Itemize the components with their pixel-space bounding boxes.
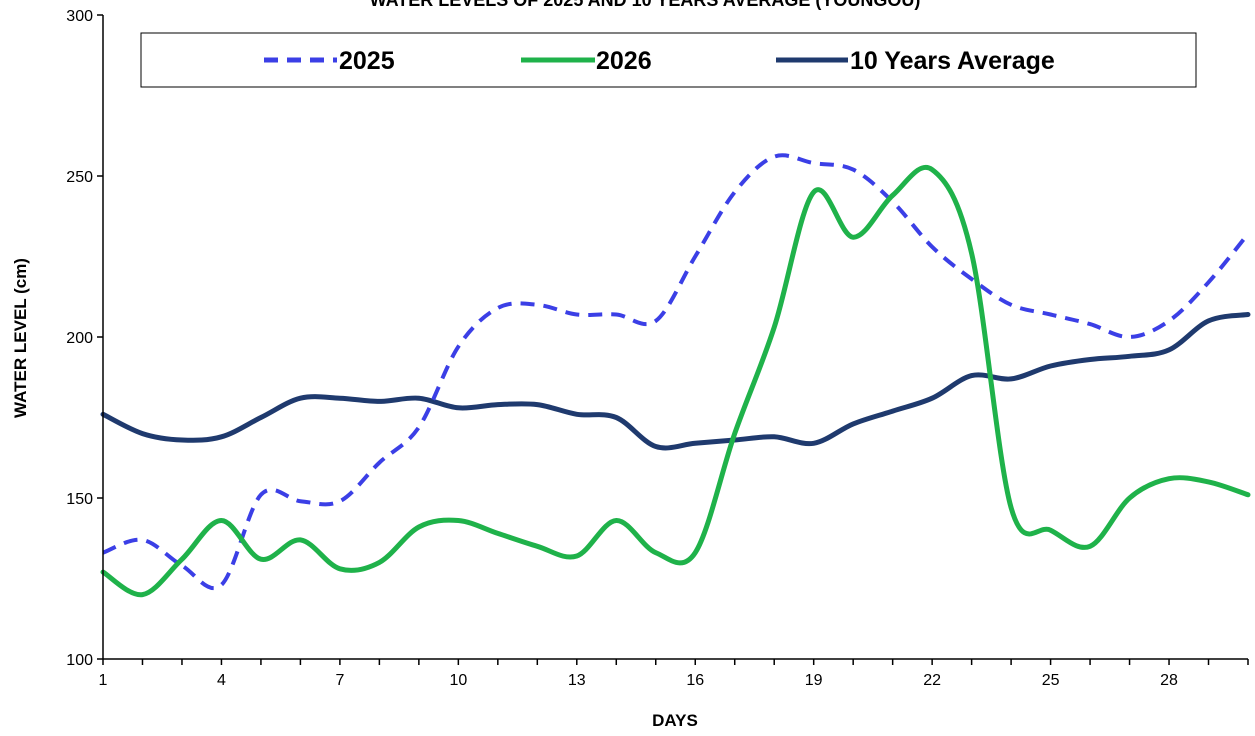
y-axis-title: WATER LEVEL (cm) [11, 258, 30, 418]
plot-lines [100, 153, 1251, 598]
y-tick-label: 100 [66, 652, 93, 669]
x-tick-label: 7 [335, 672, 344, 689]
series-line-10-years-average [100, 312, 1251, 451]
axes: 100 150 200 250 300 1 4 7 10 13 16 19 22 25 28 [66, 8, 1249, 689]
x-axis-title: DAYS [652, 711, 698, 730]
chart-title: WATER LEVELS OF 2025 AND 10 YEARS AVERAG… [370, 0, 921, 10]
legend-label: 2026 [596, 47, 652, 75]
x-tick-label: 1 [99, 672, 108, 689]
x-tick-label: 4 [217, 672, 226, 689]
legend-label: 2025 [339, 47, 395, 75]
y-tick-label: 150 [66, 491, 93, 508]
legend: 2025 2026 10 Years Average [140, 32, 1197, 88]
x-tick-label: 28 [1160, 672, 1178, 689]
x-tick-label: 19 [805, 672, 823, 689]
x-tick-label: 16 [686, 672, 704, 689]
x-tick-label: 13 [568, 672, 586, 689]
series-line-2026 [100, 164, 1251, 598]
y-tick-label: 250 [66, 169, 93, 186]
y-tick-label: 300 [66, 8, 93, 25]
x-tick-label: 10 [449, 672, 467, 689]
series-line-2025 [102, 153, 1250, 590]
x-tick-label: 25 [1042, 672, 1060, 689]
x-tick-label: 22 [923, 672, 941, 689]
y-tick-label: 200 [66, 330, 93, 347]
legend-label: 10 Years Average [850, 47, 1055, 75]
